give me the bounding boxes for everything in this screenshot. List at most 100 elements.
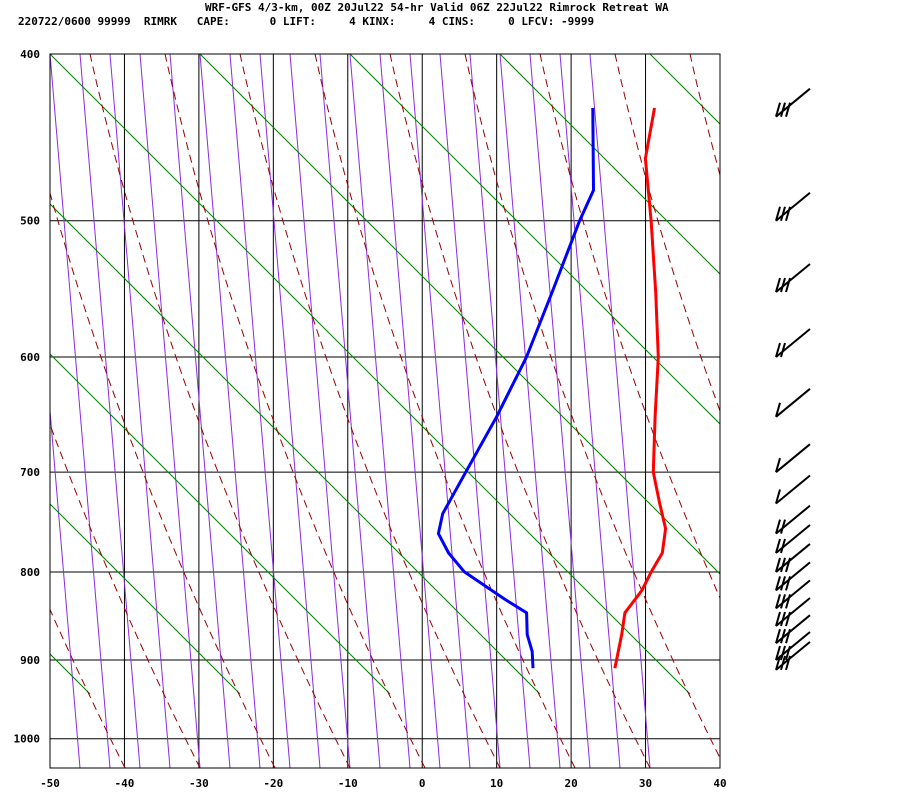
dry-adiabat-line [50, 353, 391, 695]
wind-barb-flag [785, 576, 791, 591]
y-tick-label: 600 [20, 351, 40, 364]
moist-adiabat-line [464, 54, 720, 760]
moist-adiabat-line [50, 191, 276, 768]
wind-barb-flag [785, 557, 791, 573]
x-tick-label: -20 [263, 777, 283, 790]
wind-barbs [775, 87, 811, 671]
wind-barb-flag [775, 489, 781, 504]
y-tick-label: 400 [20, 48, 40, 61]
wind-barb-flag [775, 102, 781, 117]
wind-barb [775, 579, 811, 610]
wind-barb-flag [775, 655, 781, 671]
wind-barb-flag [775, 576, 781, 591]
y-tick-label: 700 [20, 466, 40, 479]
wind-barb-flag [780, 655, 786, 671]
x-tick-label: 10 [490, 777, 503, 790]
wind-barb-flag [780, 576, 786, 591]
wind-barb [775, 504, 811, 535]
wind-barb-flag [780, 594, 786, 609]
temperature-profile [613, 107, 668, 669]
wind-barb-flag [775, 206, 781, 222]
moist-adiabat-line [689, 54, 720, 178]
wind-barb-staff [775, 328, 811, 358]
wind-barb-flag [775, 538, 781, 554]
moist-adiabat-line [539, 54, 720, 600]
wind-barb-flag [785, 206, 791, 222]
moist-adiabat-line [765, 54, 900, 768]
mixing-ratio-line [169, 54, 231, 768]
mixing-ratio-line [529, 54, 591, 768]
moist-adiabat-line [840, 54, 900, 768]
mixing-ratio-line [259, 54, 321, 768]
wind-barb-staff [775, 579, 811, 610]
wind-barb [775, 561, 811, 592]
moist-adiabat-line [314, 54, 576, 768]
dewpoint-profile [436, 107, 595, 669]
wind-barb-flag [780, 277, 786, 293]
dry-adiabat-line [199, 54, 720, 575]
wind-barb-flag [780, 557, 786, 573]
wind-barb [775, 474, 811, 505]
moist-adiabat-line [50, 608, 126, 768]
y-tick-label: 800 [20, 566, 40, 579]
wind-barb-flag [775, 557, 781, 573]
mixing-ratio-line [79, 54, 141, 768]
x-tick-label: -30 [189, 777, 209, 790]
wind-barb-flag [775, 611, 781, 627]
wind-barb-flag [775, 594, 781, 609]
moist-adiabat-line [614, 54, 720, 413]
x-tick-label: -10 [338, 777, 358, 790]
wind-barb-flag [785, 645, 791, 661]
moist-adiabat-line [239, 54, 501, 768]
wind-barb [775, 87, 811, 118]
mixing-ratio-line [409, 54, 471, 768]
sounding-indices: 220722/0600 99999 RIMRK CAPE: 0 LIFT: 4 … [18, 15, 595, 28]
wind-barb-flag [785, 628, 791, 644]
wind-barb-flag [780, 628, 786, 644]
wind-barb-flag [785, 102, 791, 117]
wind-barb-flag [775, 645, 781, 661]
wind-barb-flag [780, 342, 786, 358]
mixing-ratio-line [439, 54, 501, 768]
wind-barb-staff [775, 614, 811, 644]
wind-barb-flag [785, 611, 791, 627]
mixing-ratio-line [109, 54, 171, 768]
y-tick-label: 500 [20, 215, 40, 228]
wind-barb [775, 443, 811, 473]
mixing-ratio-line [499, 54, 561, 768]
dry-adiabat-line [349, 54, 720, 425]
wind-barb-flag [775, 628, 781, 644]
x-tick-label: -40 [115, 777, 135, 790]
dry-adiabat-line [649, 54, 720, 125]
wind-barb [775, 597, 811, 627]
dry-adiabat-line [50, 54, 691, 695]
x-tick-label: 0 [419, 777, 426, 790]
wind-barb-flag [780, 538, 786, 554]
wind-barb-flag [775, 402, 781, 418]
moist-adiabat-line [89, 54, 351, 768]
x-tick-label: -50 [40, 777, 60, 790]
moist-adiabat-line [389, 54, 651, 768]
mixing-ratio-line [0, 54, 20, 768]
plot-area [0, 54, 900, 768]
wind-barb [775, 191, 811, 222]
mixing-ratio-line [50, 405, 81, 768]
mixing-ratio-line [139, 54, 201, 768]
wind-barb-flag [780, 519, 786, 534]
wind-barb-staff [775, 87, 811, 118]
wind-barb-flag [775, 277, 781, 293]
wind-barb [775, 641, 811, 671]
dry-adiabat-line [800, 54, 900, 694]
chart-title: WRF-GFS 4/3-km, 00Z 20Jul22 54-hr Valid … [205, 1, 669, 14]
wind-barb-flag [780, 645, 786, 661]
mixing-ratio-line [559, 54, 621, 768]
moist-adiabat-line [164, 54, 426, 768]
wind-barb-flag [780, 611, 786, 627]
wind-barb-staff [775, 191, 811, 222]
wind-barb-staff [775, 388, 811, 418]
dry-adiabat-line [50, 203, 541, 695]
wind-barb-staff [775, 443, 811, 473]
mixing-ratio-line [229, 54, 291, 768]
mixing-ratio-line [289, 54, 351, 768]
wind-barb-staff [775, 597, 811, 627]
